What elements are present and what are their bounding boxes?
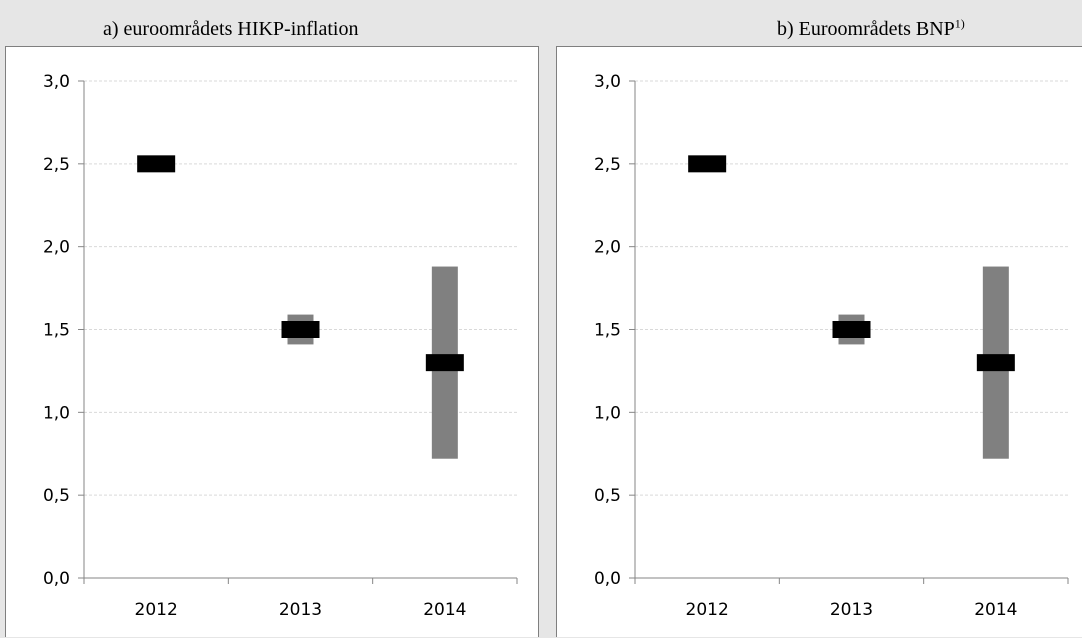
chart-b-svg: 0,0 0,5 1,0 1,5 2,0 2,5 3,0 2012 2013 2014	[594, 72, 1069, 620]
chart-a-title-text: a) euroområdets HIKP-inflation	[103, 18, 359, 40]
chart-b-y-tick-label: 0,5	[594, 486, 621, 506]
chart-b-x-tick-label: 2014	[974, 600, 1017, 620]
chart-b-x-tick-label: 2013	[830, 600, 873, 620]
chart-a-midpoint-2013	[281, 321, 320, 338]
chart-b-y-tick-label: 0,0	[594, 569, 621, 589]
chart-a-panel: 0,0 0,5 1,0 1,5 2,0 2,5 3,0 2012 2013 2014	[5, 46, 539, 637]
chart-a-y-tick-label: 2,5	[43, 155, 70, 175]
chart-b-x-tick-label: 2012	[686, 600, 729, 620]
chart-a-midpoint-2014	[425, 354, 464, 372]
chart-a-y-tick-label: 0,0	[43, 569, 70, 589]
chart-a-x-tick-label: 2014	[423, 600, 466, 620]
chart-b-title: b) Euroområdets BNP1)	[777, 16, 965, 41]
chart-a-y-tick-label: 1,5	[43, 321, 70, 341]
chart-a-y-tick-label: 2,0	[43, 238, 70, 258]
chart-a-svg: 0,0 0,5 1,0 1,5 2,0 2,5 3,0 2012 2013 2014	[43, 72, 518, 620]
chart-a-x-tick-label: 2013	[279, 600, 322, 620]
chart-b-midpoint-2013	[832, 321, 871, 338]
chart-b-midpoint-2014	[976, 354, 1015, 372]
chart-a-y-tick-label: 1,0	[43, 403, 70, 423]
chart-a-title: a) euroområdets HIKP-inflation	[103, 18, 358, 41]
chart-b-y-tick-label: 2,0	[594, 238, 621, 258]
chart-b-panel: 0,0 0,5 1,0 1,5 2,0 2,5 3,0 2012 2013 2014	[556, 46, 1082, 637]
chart-b-y-tick-label: 1,0	[594, 403, 621, 423]
chart-a-y-tick-label: 0,5	[43, 486, 70, 506]
chart-a-y-tick-label: 3,0	[43, 72, 70, 92]
chart-a-x-tick-label: 2012	[135, 600, 178, 620]
chart-b-title-sup: 1)	[954, 16, 965, 31]
chart-b-y-tick-label: 1,5	[594, 321, 621, 341]
chart-b-title-text: b) Euroområdets BNP	[777, 18, 955, 40]
chart-b-y-tick-label: 3,0	[594, 72, 621, 92]
chart-b-midpoint-2012	[688, 155, 727, 173]
chart-b-y-tick-label: 2,5	[594, 155, 621, 175]
chart-a-midpoint-2012	[137, 155, 176, 173]
